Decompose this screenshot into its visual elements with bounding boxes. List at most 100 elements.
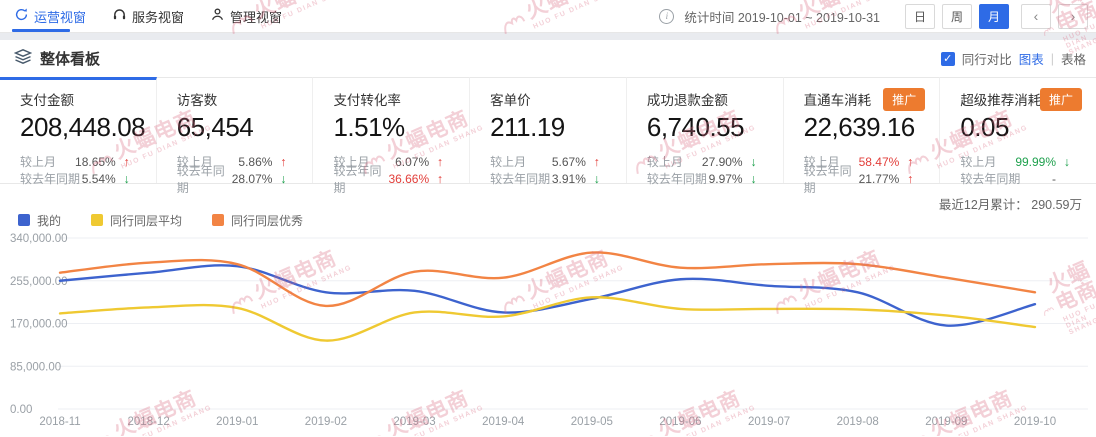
view-table-toggle[interactable]: 表格: [1060, 53, 1086, 67]
mom-metric: 较上月 99.99% ↓: [960, 154, 1071, 170]
peer-compare-checkbox[interactable]: ✓: [940, 51, 955, 66]
board-controls: ✓ 同行对比 图表 | 表格: [940, 49, 1086, 68]
trend-arrow-icon: ↓: [750, 154, 757, 169]
trend-arrow-icon: ↑: [436, 171, 444, 186]
promotion-badge: 推广: [1040, 88, 1083, 111]
kpi-title: 客单价: [490, 93, 531, 108]
board-title: 整体看板: [13, 48, 101, 69]
legend-item-mine[interactable]: 我的: [18, 212, 61, 229]
trend-arrow-icon: ↓: [750, 171, 757, 186]
trend-arrow-icon: ↑: [123, 154, 130, 169]
svg-text:2019-09: 2019-09: [925, 416, 967, 428]
layers-icon: [13, 48, 33, 69]
trend-arrow-icon: ↑: [907, 154, 914, 169]
mom-metric: 较上月 58.47% ↑: [803, 154, 914, 170]
yoy-metric: 较去年同期 21.77% ↑: [803, 163, 914, 195]
period-controls: i 统计时间 2019-10-01 ~ 2019-10-31 日 周 月 ‹ ›: [659, 3, 1088, 29]
page-title: 整体看板: [40, 51, 101, 68]
separator-band: [0, 33, 1096, 40]
operations-icon: [14, 7, 29, 25]
kpi-title: 超级推荐消耗: [960, 93, 1042, 108]
yoy-metric: 较去年同期 5.54% ↓: [20, 171, 130, 187]
svg-text:2019-07: 2019-07: [748, 416, 790, 428]
kpi-card-avg-order-value[interactable]: 客单价 211.19 较上月 5.67% ↑ 较去年同期 3.91% ↓: [470, 77, 627, 186]
yoy-metric: 较去年同期 -: [960, 171, 1057, 187]
kpi-value: 65,454: [176, 112, 254, 142]
granularity-week-button[interactable]: 周: [942, 3, 972, 29]
tab-service[interactable]: 服务视窗: [112, 0, 184, 32]
trend-arrow-icon: ↑: [907, 171, 914, 186]
prev-period-button[interactable]: ‹: [1021, 3, 1051, 29]
kpi-value: 6,740.55: [646, 112, 745, 142]
period-text: 统计时间 2019-10-01 ~ 2019-10-31: [684, 10, 880, 25]
kpi-title: 支付转化率: [333, 93, 401, 108]
legend-item-peer-excellent[interactable]: 同行同层优秀: [212, 212, 303, 229]
svg-text:2018-12: 2018-12: [128, 416, 170, 428]
promotion-badge: 推广: [883, 88, 926, 111]
svg-text:0.00: 0.00: [10, 404, 32, 416]
kpi-value: 22,639.16: [803, 112, 916, 142]
top-bar: 运营视窗 服务视窗 管理视窗 i 统计时间 2019-10-01 ~ 2019-…: [0, 0, 1096, 33]
svg-text:340,000.00: 340,000.00: [10, 233, 68, 245]
svg-text:255,000.00: 255,000.00: [10, 276, 68, 288]
svg-text:2019-06: 2019-06: [659, 416, 701, 428]
tab-label: 服务视窗: [132, 9, 185, 25]
granularity-month-button[interactable]: 月: [979, 3, 1009, 29]
mom-metric: 较上月 5.67% ↑: [490, 154, 600, 170]
trend-arrow-icon: ↓: [123, 171, 130, 186]
trend-arrow-icon: ↓: [593, 171, 600, 186]
trend-arrow-icon: ↓: [280, 171, 287, 186]
trend-chart[interactable]: 0.00 85,000.00 170,000.00 255,000.00 340,000…: [0, 228, 1096, 437]
board-header: 整体看板 ✓ 同行对比 图表 | 表格: [0, 40, 1096, 77]
mom-metric: 较上月 18.65% ↑: [20, 154, 130, 170]
trend-arrow-icon: ↓: [1063, 154, 1071, 169]
kpi-title: 访客数: [176, 93, 218, 108]
peer-compare-label: 同行对比: [961, 53, 1012, 67]
mom-metric: 较上月 5.86% ↑: [176, 154, 287, 170]
svg-text:2019-01: 2019-01: [216, 416, 258, 428]
svg-text:2019-08: 2019-08: [837, 416, 879, 428]
kpi-card-conversion-rate[interactable]: 支付转化率 1.51% 较上月 6.07% ↑ 较去年同期 36.66% ↑: [313, 77, 471, 195]
trend-arrow-icon: ↑: [280, 154, 287, 169]
tab-operations[interactable]: 运营视窗: [11, 0, 87, 32]
twelve-month-total: 最近12月累计： 290.59万: [938, 198, 1082, 212]
kpi-value: 211.19: [490, 112, 565, 142]
kpi-card-visitors[interactable]: 访客数 65,454 较上月 5.86% ↑ 较去年同期 28.07% ↓: [156, 77, 314, 195]
info-icon[interactable]: i: [659, 8, 675, 24]
headset-icon: [112, 7, 127, 25]
view-toggle-divider: |: [1050, 51, 1054, 66]
svg-text:2019-05: 2019-05: [571, 416, 613, 428]
mom-metric: 较上月 27.90% ↓: [646, 154, 757, 170]
kpi-card-ztc-spend[interactable]: 推广 直通车消耗 22,639.16 较上月 58.47% ↑ 较去年同期 21.…: [783, 77, 941, 195]
kpi-card-refund-amount[interactable]: 成功退款金额 6,740.55 较上月 27.90% ↓ 较去年同期 9.97% ↓: [626, 77, 784, 186]
kpi-card-super-recommend-spend[interactable]: 推广 超级推荐消耗 0.05 较上月 99.99% ↓ 较去年同期 -: [940, 77, 1096, 186]
svg-text:85,000.00: 85,000.00: [10, 361, 61, 373]
kpi-card-payment-amount[interactable]: 支付金额 208,448.08 较上月 18.65% ↑ 较去年同期 5.54% ↓: [0, 77, 157, 186]
window-tabs: 运营视窗 服务视窗 管理视窗: [11, 0, 282, 32]
svg-text:2018-11: 2018-11: [39, 416, 80, 428]
kpi-value: 208,448.08: [20, 112, 146, 142]
series-swatch-icon: [91, 214, 104, 226]
view-chart-toggle[interactable]: 图表: [1018, 53, 1044, 67]
series-swatch-icon: [212, 214, 225, 226]
kpi-value: 0.05: [960, 112, 1009, 142]
yoy-metric: 较去年同期 28.07% ↓: [176, 163, 287, 195]
tab-management[interactable]: 管理视窗: [210, 0, 282, 32]
svg-text:2019-04: 2019-04: [482, 416, 525, 428]
trend-arrow-icon: ↑: [436, 154, 444, 169]
legend-item-peer-average[interactable]: 同行同层平均: [91, 212, 182, 229]
tab-label: 运营视窗: [34, 9, 87, 25]
svg-text:2019-02: 2019-02: [305, 416, 347, 428]
yoy-metric: 较去年同期 3.91% ↓: [490, 171, 600, 187]
kpi-title: 成功退款金额: [646, 93, 728, 108]
yoy-metric: 较去年同期 36.66% ↑: [333, 163, 444, 195]
mom-metric: 较上月 6.07% ↑: [333, 154, 444, 170]
granularity-day-button[interactable]: 日: [905, 3, 935, 29]
svg-text:2019-10: 2019-10: [1014, 416, 1056, 428]
yoy-metric: 较去年同期 9.97% ↓: [646, 171, 757, 187]
svg-text:2019-03: 2019-03: [393, 416, 435, 428]
kpi-row: 支付金额 208,448.08 较上月 18.65% ↑ 较去年同期 5.54% ↓…: [0, 77, 1096, 195]
next-period-button[interactable]: ›: [1058, 3, 1088, 29]
svg-text:170,000.00: 170,000.00: [10, 319, 68, 331]
tab-label: 管理视窗: [230, 9, 283, 25]
